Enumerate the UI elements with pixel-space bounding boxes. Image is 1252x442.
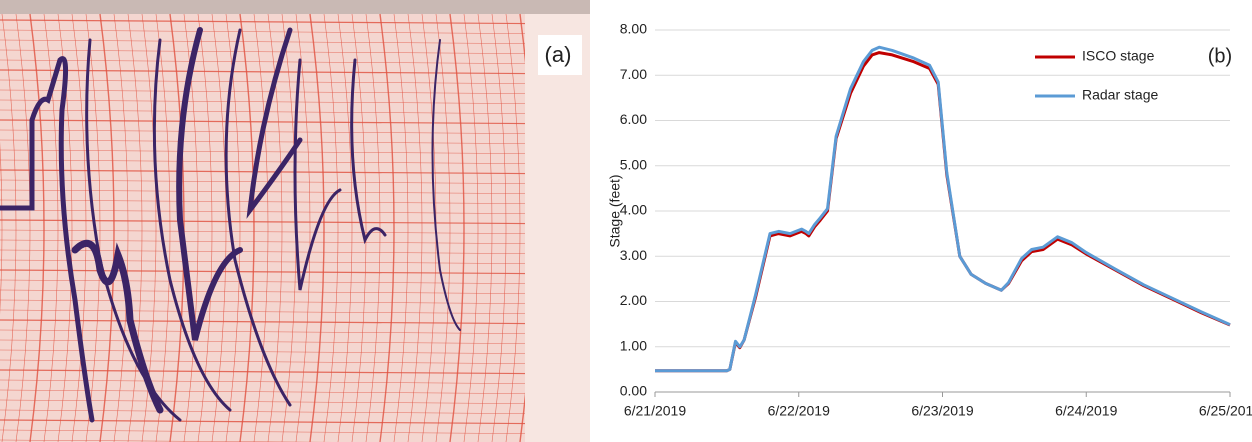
paper-grid-line bbox=[0, 39, 590, 45]
y-tick-label: 2.00 bbox=[620, 292, 647, 308]
x-tick-label: 6/25/2019 bbox=[1199, 403, 1252, 419]
x-tick-label: 6/21/2019 bbox=[624, 403, 686, 419]
paper-grid-line bbox=[0, 19, 590, 25]
x-tick-label: 6/22/2019 bbox=[768, 403, 830, 419]
paper-grid-line bbox=[85, 13, 101, 442]
y-tick-label: 1.00 bbox=[620, 337, 647, 353]
paper-grid-line bbox=[0, 29, 590, 35]
paper-grid-line bbox=[491, 13, 507, 442]
paper-grid-line bbox=[0, 99, 590, 105]
paper-grid-line bbox=[463, 13, 479, 442]
paper-grid-line bbox=[0, 329, 590, 335]
y-tick-label: 4.00 bbox=[620, 202, 647, 218]
paper-grid-line bbox=[393, 13, 409, 442]
paper-grid-line bbox=[407, 13, 423, 442]
paper-grid-line bbox=[0, 399, 590, 405]
paper-margin bbox=[525, 14, 590, 442]
legend-label: ISCO stage bbox=[1082, 48, 1155, 64]
paper-grid-line bbox=[477, 13, 493, 442]
pen-trace bbox=[0, 27, 461, 423]
x-tick-label: 6/24/2019 bbox=[1055, 403, 1117, 419]
photo: (a) bbox=[0, 0, 590, 442]
paper-grid-line bbox=[0, 379, 590, 385]
paper-grid-line bbox=[0, 339, 590, 345]
paper-grid-line bbox=[71, 13, 87, 442]
paper-grid-line bbox=[0, 409, 590, 415]
y-tick-label: 6.00 bbox=[620, 111, 647, 127]
paper-grid-line bbox=[0, 439, 332, 442]
y-tick-label: 3.00 bbox=[620, 247, 647, 263]
y-tick-label: 8.00 bbox=[620, 21, 647, 37]
chart: Stage (feet) (b) 0.00 1.00 2.00 3.00 4.00 5.0… bbox=[607, 21, 1252, 419]
paper-grid-line bbox=[99, 13, 115, 442]
paper-grid-line bbox=[0, 69, 590, 75]
paper-grid-line bbox=[0, 89, 590, 95]
paper-grid-line bbox=[0, 279, 590, 285]
paper-grid-line bbox=[589, 14, 590, 442]
paper-grid-line bbox=[505, 13, 521, 442]
series-line bbox=[655, 45, 1231, 373]
paper-grid-line bbox=[0, 359, 590, 365]
paper-grid-line bbox=[449, 13, 465, 442]
paper-grid-line bbox=[0, 369, 590, 375]
paper-grid-line bbox=[43, 13, 59, 442]
paper-grid-line bbox=[127, 13, 143, 442]
paper-grid-line bbox=[0, 429, 590, 435]
y-tick-label: 0.00 bbox=[620, 383, 647, 399]
paper-grid-line bbox=[1, 13, 17, 442]
paper-grid-line bbox=[0, 289, 590, 295]
paper-grid-line bbox=[29, 13, 45, 442]
paper-grid-line bbox=[113, 13, 129, 442]
paper-grid-line bbox=[0, 389, 590, 395]
paper-grid bbox=[0, 13, 590, 442]
legend-label: Radar stage bbox=[1082, 87, 1158, 103]
x-tick-label: 6/23/2019 bbox=[911, 403, 973, 419]
y-tick-label: 5.00 bbox=[620, 156, 647, 172]
panel-label: (a) bbox=[545, 42, 572, 67]
paper-grid-line bbox=[15, 13, 31, 442]
y-tick-label: 7.00 bbox=[620, 66, 647, 82]
y-axis-label: Stage (feet) bbox=[607, 174, 623, 247]
paper-edge bbox=[0, 0, 590, 14]
paper-grid-line bbox=[435, 13, 451, 442]
label-box bbox=[538, 35, 582, 75]
paper-grid-line bbox=[0, 141, 3, 315]
paper-grid-line bbox=[0, 349, 590, 355]
panel-label: (b) bbox=[1208, 45, 1232, 67]
paper-grid-line bbox=[0, 309, 590, 315]
paper-grid-line bbox=[0, 299, 590, 305]
paper-grid-line bbox=[0, 419, 590, 425]
paper-grid-line bbox=[0, 319, 590, 325]
paper-grid-line bbox=[351, 13, 367, 442]
paper-grid-line bbox=[0, 49, 590, 55]
paper-grid-line bbox=[0, 59, 590, 65]
paper-grid-line bbox=[155, 13, 171, 442]
paper-grid-line bbox=[0, 239, 590, 245]
paper-grid-line bbox=[0, 79, 590, 85]
paper-grid-line bbox=[379, 13, 395, 442]
